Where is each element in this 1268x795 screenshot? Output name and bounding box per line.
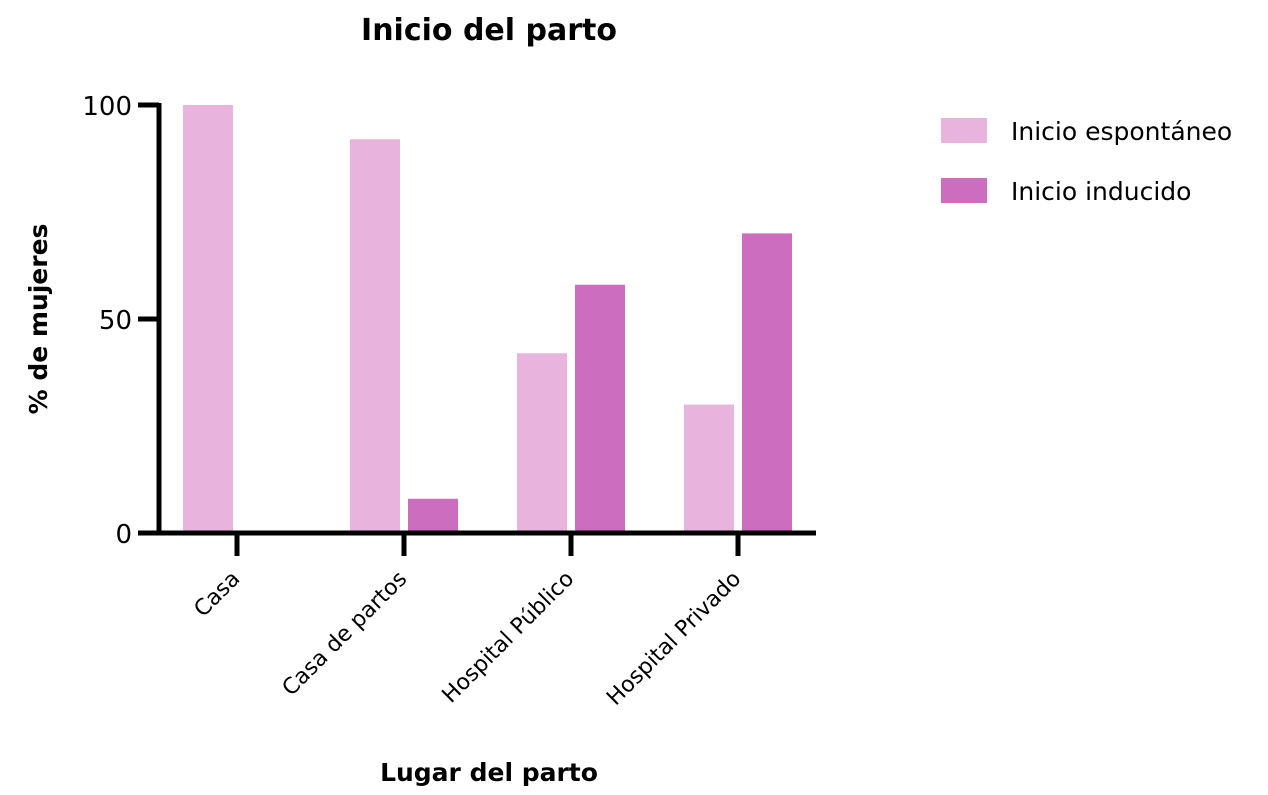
bar-espontaneo-0 (183, 105, 233, 533)
legend-swatch (941, 178, 987, 203)
bar-inducido-2 (575, 284, 625, 533)
x-tick-label: Casa de partos (278, 567, 413, 702)
x-ticks-group: Casa Casa de partos Hospital Público Hospit… (190, 533, 746, 711)
legend-label: Inicio inducido (1011, 177, 1191, 206)
x-tick-label: Hospital Público (438, 567, 580, 709)
legend: Inicio espontáneo Inicio inducido (941, 117, 1232, 206)
bar-espontaneo-1 (350, 139, 400, 534)
y-tick-label: 100 (82, 92, 132, 122)
x-axis-title: Lugar del parto (380, 758, 598, 787)
bar-inducido-3 (742, 233, 792, 533)
y-axis-title: % de mujeres (24, 224, 53, 415)
bar-espontaneo-2 (517, 353, 567, 533)
legend-label: Inicio espontáneo (1011, 117, 1232, 146)
chart-title: Inicio del parto (361, 13, 617, 48)
bar-espontaneo-3 (684, 404, 734, 533)
legend-swatch (941, 118, 987, 143)
y-tick-label: 50 (99, 306, 132, 336)
bar-inducido-1 (408, 498, 458, 533)
bars-group (183, 105, 792, 534)
y-tick-label: 0 (115, 520, 132, 550)
y-ticks-group: 0 50 100 (82, 92, 159, 550)
x-tick-label: Hospital Privado (602, 567, 746, 711)
x-tick-label: Casa (190, 567, 246, 623)
